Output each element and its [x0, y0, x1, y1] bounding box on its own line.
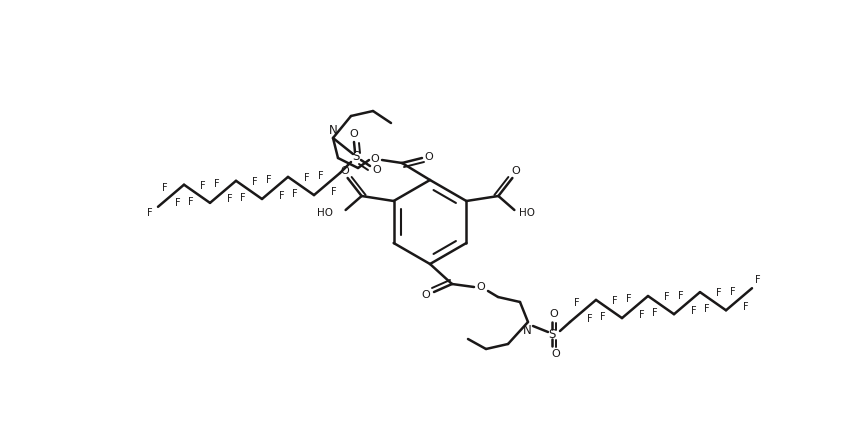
- Text: O: O: [550, 309, 559, 319]
- Text: F: F: [266, 175, 271, 185]
- Text: F: F: [612, 296, 618, 306]
- Text: O: O: [421, 290, 431, 300]
- Text: F: F: [625, 295, 631, 304]
- Text: O: O: [552, 349, 560, 359]
- Text: F: F: [200, 181, 206, 190]
- Text: F: F: [574, 298, 579, 308]
- Text: F: F: [227, 194, 233, 204]
- Text: O: O: [371, 154, 379, 164]
- Text: O: O: [477, 282, 486, 292]
- Text: O: O: [349, 129, 359, 139]
- Text: N: N: [329, 125, 337, 138]
- Text: S: S: [353, 150, 360, 163]
- Text: F: F: [587, 314, 592, 324]
- Text: F: F: [691, 306, 697, 316]
- Text: F: F: [240, 193, 246, 203]
- Text: F: F: [304, 173, 310, 183]
- Text: O: O: [511, 166, 520, 176]
- Text: F: F: [279, 190, 284, 201]
- Text: O: O: [372, 165, 381, 175]
- Text: F: F: [214, 179, 220, 189]
- Text: F: F: [664, 292, 669, 302]
- Text: F: F: [729, 287, 735, 297]
- Text: O: O: [425, 152, 433, 162]
- Text: F: F: [601, 312, 606, 322]
- Text: S: S: [548, 328, 556, 341]
- Text: F: F: [755, 275, 761, 285]
- Text: F: F: [293, 189, 298, 199]
- Text: F: F: [716, 288, 722, 298]
- Text: HO: HO: [317, 208, 333, 218]
- Text: F: F: [638, 310, 644, 320]
- Text: F: F: [175, 198, 180, 208]
- Text: F: F: [161, 183, 167, 193]
- Text: F: F: [189, 197, 194, 207]
- Text: HO: HO: [519, 208, 535, 218]
- Text: F: F: [330, 186, 336, 197]
- Text: O: O: [341, 166, 349, 176]
- Text: N: N: [523, 324, 531, 336]
- Text: F: F: [704, 304, 710, 314]
- Text: F: F: [252, 177, 257, 187]
- Text: F: F: [317, 171, 323, 182]
- Text: F: F: [678, 291, 683, 300]
- Text: F: F: [743, 302, 748, 312]
- Text: F: F: [148, 208, 153, 218]
- Text: F: F: [652, 308, 658, 318]
